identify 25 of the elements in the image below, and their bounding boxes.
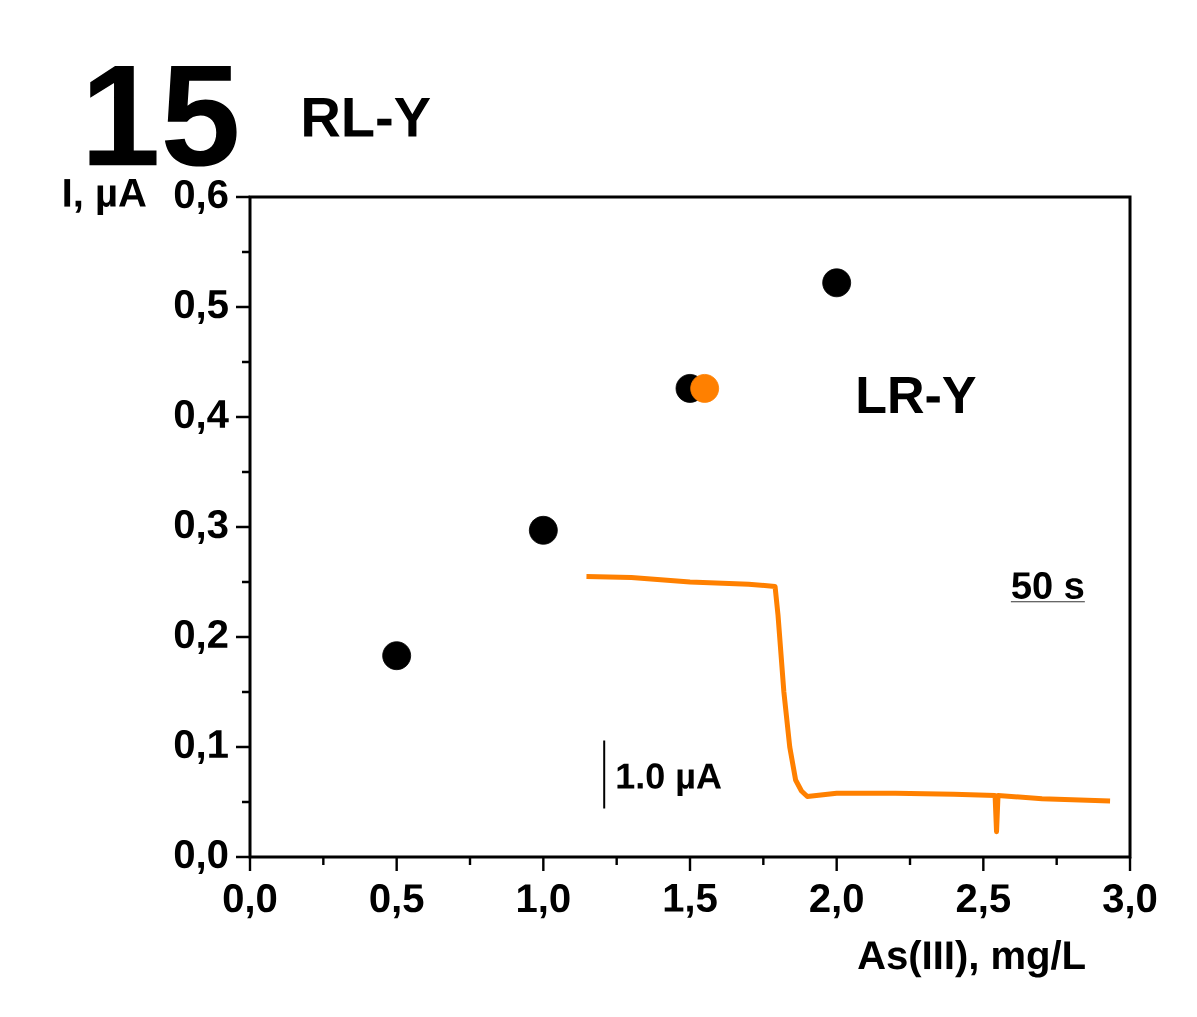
x-tick-label: 1,0 xyxy=(518,884,570,919)
y-tick-label: 0,0 xyxy=(174,839,228,875)
x-tick-label: 0,5 xyxy=(370,884,424,919)
annotation: 1.0 µA xyxy=(617,763,722,796)
point xyxy=(690,374,720,403)
x-tick-label: 2,0 xyxy=(810,884,863,919)
point xyxy=(382,641,412,671)
annotation: LR-Y xyxy=(858,377,976,413)
y-axis-title: I, µA xyxy=(64,179,146,215)
y-tick-label: 0,6 xyxy=(174,179,228,215)
y-tick-label: 0,4 xyxy=(174,399,229,435)
x-tick-label: 0,0 xyxy=(223,884,277,919)
annotation: 50 s xyxy=(1012,572,1084,599)
x-axis-title: As(III), mg/L xyxy=(858,940,1085,978)
y-tick-label: 0,2 xyxy=(174,619,228,655)
point xyxy=(822,268,852,298)
x-tick-label: 3,0 xyxy=(1103,884,1157,919)
chart-title: 15 xyxy=(89,66,237,167)
y-tick-label: 0,5 xyxy=(174,289,228,325)
y-tick-label: 0,1 xyxy=(174,729,228,765)
x-tick-label: 1,5 xyxy=(664,884,717,918)
y-tick-label: 0,3 xyxy=(174,509,228,545)
x-tick-label: 2,5 xyxy=(956,884,1011,919)
point xyxy=(528,515,558,545)
chart-subtitle: RL-Y xyxy=(304,98,431,137)
